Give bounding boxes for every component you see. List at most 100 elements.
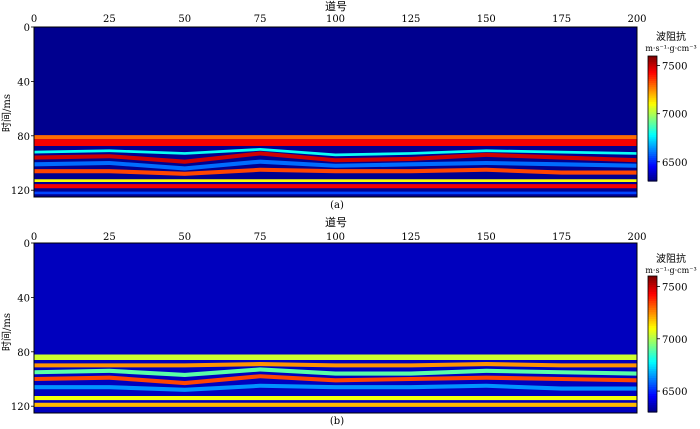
impedance-layer xyxy=(34,159,637,171)
colorbar-swatch xyxy=(648,170,657,174)
y-tick-label: 0 xyxy=(24,23,30,34)
impedance-layer xyxy=(34,167,637,176)
x-tick-label: 200 xyxy=(627,232,646,243)
colorbar-swatch xyxy=(648,289,657,293)
plot-frame xyxy=(33,242,638,414)
colorbar-swatch xyxy=(648,355,657,359)
colorbar-swatch xyxy=(648,278,657,282)
colorbar-swatch xyxy=(648,364,657,368)
colorbar-swatch xyxy=(648,300,657,304)
x-tick-label: 150 xyxy=(477,232,496,243)
x-tick-label: 50 xyxy=(178,14,191,25)
colorbar-swatch xyxy=(648,99,657,103)
y-tick-label: 120 xyxy=(11,186,30,197)
panel-b: 道号 0 25 50 75 100 125 150 175 200 0 40 80 120 时间/ms… xyxy=(0,215,697,427)
colorbar-swatch xyxy=(648,62,657,65)
colorbar-swatch xyxy=(648,362,657,365)
y-tick-labels: 0 40 80 120 xyxy=(11,23,34,197)
y-axis-label: 时间/ms xyxy=(0,94,13,132)
colorbar-swatch xyxy=(648,108,657,111)
colorbar-swatch xyxy=(648,353,657,356)
y-tick-label: 0 xyxy=(24,239,30,250)
colorbar-swatch xyxy=(648,384,657,388)
colorbar-swatch xyxy=(648,166,657,170)
colorbar-swatch xyxy=(648,298,657,302)
colorbar-swatch xyxy=(648,135,657,138)
colorbar-swatch xyxy=(648,147,657,151)
impedance-layer xyxy=(34,184,637,189)
x-axis-label: 道号 xyxy=(325,0,347,13)
colorbar-swatch xyxy=(648,139,657,143)
heatmap-plot-area xyxy=(34,27,637,197)
colorbar-tick-label: 7000 xyxy=(662,110,687,121)
colorbar-title: 波阻抗 xyxy=(656,252,686,265)
x-tick-label: 50 xyxy=(178,232,191,243)
colorbar-swatch xyxy=(648,143,657,147)
impedance-layer xyxy=(34,135,637,140)
colorbar-swatch xyxy=(648,371,657,375)
colorbar-swatch xyxy=(648,91,657,95)
colorbar-swatch xyxy=(648,158,657,161)
colorbar-swatch xyxy=(648,85,657,88)
colorbar-swatch xyxy=(648,78,657,82)
colorbar-swatch xyxy=(648,149,657,153)
colorbar-swatch xyxy=(648,305,657,309)
colorbar-swatch xyxy=(648,101,657,105)
impedance-layer xyxy=(34,396,637,401)
impedance-layer xyxy=(34,148,637,157)
colorbar-swatch xyxy=(648,282,657,286)
colorbar-swatch xyxy=(648,393,657,397)
colorbar-swatch xyxy=(648,316,657,320)
colorbar-swatch xyxy=(648,357,657,361)
panel-label: (b) xyxy=(330,416,344,427)
x-tick-label: 25 xyxy=(103,14,116,25)
impedance-layer xyxy=(34,362,637,368)
colorbar-swatch xyxy=(648,341,657,345)
colorbar-swatch xyxy=(648,382,657,386)
colorbar-swatch xyxy=(648,296,657,300)
y-axis-label: 时间/ms xyxy=(0,313,13,351)
plot-frame xyxy=(33,26,638,198)
colorbar-swatch xyxy=(648,330,657,334)
x-tick-label: 125 xyxy=(401,232,420,243)
colorbar-swatch xyxy=(648,307,657,311)
colorbar-swatch xyxy=(648,291,657,295)
colorbar-swatch xyxy=(648,359,657,363)
colorbar-swatch xyxy=(648,124,657,128)
colorbar-swatch xyxy=(648,380,657,384)
colorbar-swatch xyxy=(648,112,657,115)
y-tick-label: 40 xyxy=(17,293,30,304)
x-tick-label: 100 xyxy=(326,232,345,243)
colorbar-swatch xyxy=(648,405,657,409)
colorbar-swatch xyxy=(648,373,657,377)
colorbar-swatch xyxy=(648,126,657,130)
colorbar-swatch xyxy=(648,114,657,118)
colorbar-swatch xyxy=(648,145,657,149)
colorbar: 6500 7000 7500 xyxy=(647,275,687,413)
heatmap-background xyxy=(34,27,637,197)
colorbar-swatch xyxy=(648,95,657,99)
colorbar-swatch xyxy=(648,402,657,406)
colorbar-swatch xyxy=(648,344,657,347)
colorbar-swatch xyxy=(648,76,657,80)
colorbar-swatch xyxy=(648,87,657,90)
colorbar-swatch xyxy=(648,350,657,354)
colorbar-swatch xyxy=(648,178,657,182)
y-tick-label: 80 xyxy=(17,348,30,359)
colorbar-frame xyxy=(647,55,658,182)
colorbar-swatch xyxy=(648,116,657,120)
colorbar-swatch xyxy=(648,83,657,86)
colorbar-swatch xyxy=(648,368,657,372)
impedance-layer xyxy=(34,191,637,195)
colorbar-swatch xyxy=(648,74,657,78)
colorbar-swatch xyxy=(648,348,657,352)
colorbar-swatch xyxy=(648,81,657,84)
colorbar-swatch xyxy=(648,294,657,297)
colorbar-swatch xyxy=(648,328,657,331)
heatmap-plot-area xyxy=(34,243,637,413)
x-tick-label: 75 xyxy=(254,232,267,243)
colorbar-tick-label: 6500 xyxy=(662,158,687,169)
impedance-layer xyxy=(34,383,637,392)
impedance-layer xyxy=(34,367,637,377)
colorbar-swatch xyxy=(648,103,657,107)
